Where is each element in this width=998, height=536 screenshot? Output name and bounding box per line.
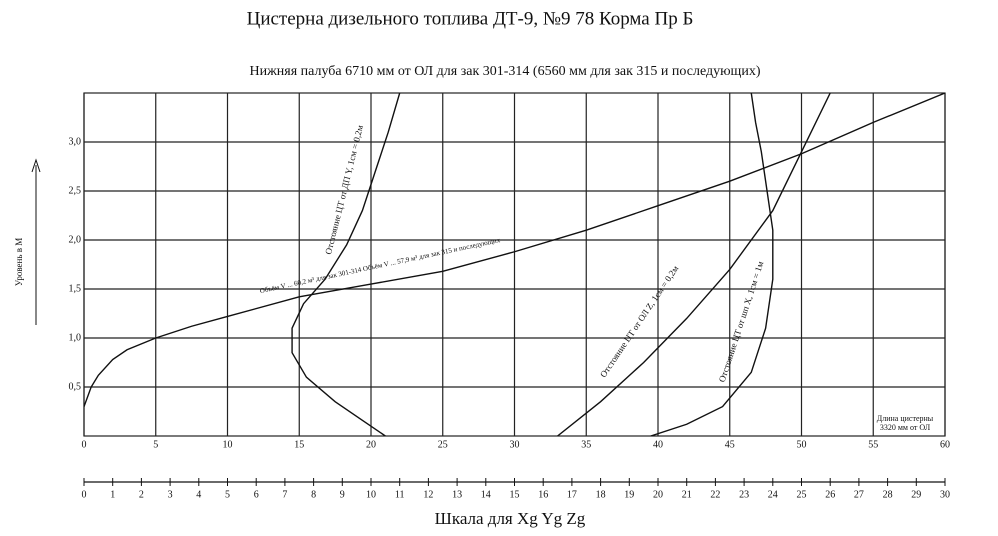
- x2-tick-label: 24: [768, 489, 778, 500]
- y-tick-label: 3,0: [69, 136, 82, 147]
- x-tick-label: 40: [653, 439, 663, 450]
- x2-tick-label: 19: [624, 489, 634, 500]
- x-tick-label: 30: [510, 439, 520, 450]
- x-tick-label: 50: [797, 439, 807, 450]
- annotation: Длина цистерны: [877, 414, 934, 423]
- curve: [84, 93, 945, 407]
- x2-tick-label: 15: [510, 489, 520, 500]
- curve: [291, 93, 401, 436]
- x2-tick-label: 17: [567, 489, 577, 500]
- plot-area: [84, 93, 945, 436]
- curve-label: Отстояние ЦТ от шп X, 1см = 1м: [717, 260, 766, 384]
- x2-tick-label: 28: [883, 489, 893, 500]
- y-tick-label: 1,0: [69, 332, 82, 343]
- curve: [650, 93, 774, 436]
- x2-tick-label: 20: [653, 489, 663, 500]
- x2-tick-label: 10: [366, 489, 376, 500]
- x2-tick-label: 21: [682, 489, 692, 500]
- x2-tick-label: 16: [538, 489, 548, 500]
- x-tick-label: 55: [868, 439, 878, 450]
- x2-tick-label: 1: [110, 489, 115, 500]
- x2-tick-label: 30: [940, 489, 950, 500]
- x2-tick-label: 22: [710, 489, 720, 500]
- x2-tick-label: 5: [225, 489, 230, 500]
- y-tick-label: 2,0: [69, 234, 82, 245]
- x2-tick-label: 6: [254, 489, 259, 500]
- x2-tick-label: 13: [452, 489, 462, 500]
- annotation: 3320 мм от ОЛ: [880, 423, 931, 432]
- x2-tick-label: 23: [739, 489, 749, 500]
- curve-label: Отстояние ЦТ от ОЛ Z, 1см = 0,2м: [598, 263, 681, 379]
- x2-tick-label: 8: [311, 489, 316, 500]
- chart-title: Цистерна дизельного топлива ДТ-9, №9 78 …: [247, 8, 694, 29]
- x-tick-label: 20: [366, 439, 376, 450]
- x-tick-label: 60: [940, 439, 950, 450]
- x2-tick-label: 29: [911, 489, 921, 500]
- curve-label: Отстояние ЦТ от ДП Y, 1см = 0,2м: [323, 124, 365, 256]
- x2-tick-label: 0: [82, 489, 87, 500]
- x2-tick-label: 25: [797, 489, 807, 500]
- x-tick-label: 15: [294, 439, 304, 450]
- x-tick-label: 5: [153, 439, 158, 450]
- x2-tick-label: 18: [596, 489, 606, 500]
- x-tick-label: 25: [438, 439, 448, 450]
- x2-tick-label: 14: [481, 489, 491, 500]
- y-tick-label: 1,5: [69, 283, 82, 294]
- y-tick-label: 0,5: [69, 381, 82, 392]
- curve: [557, 93, 831, 436]
- y-tick-label: 2,5: [69, 185, 82, 196]
- x-tick-label: 10: [223, 439, 233, 450]
- x2-axis-label: Шкала для Xg Yg Zg: [435, 509, 586, 528]
- x-tick-label: 35: [581, 439, 591, 450]
- chart-subtitle: Нижняя палуба 6710 мм от ОЛ для зак 301-…: [250, 64, 761, 79]
- x2-tick-label: 3: [168, 489, 173, 500]
- x-tick-label: 0: [82, 439, 87, 450]
- x2-tick-label: 12: [423, 489, 433, 500]
- x-tick-label: 45: [725, 439, 735, 450]
- axis-arrow-head: [31, 158, 41, 173]
- x2-tick-label: 9: [340, 489, 345, 500]
- x2-tick-label: 2: [139, 489, 144, 500]
- x2-tick-label: 4: [196, 489, 201, 500]
- x2-tick-label: 26: [825, 489, 835, 500]
- x2-tick-label: 27: [854, 489, 864, 500]
- x2-tick-label: 11: [395, 489, 405, 500]
- x2-tick-label: 7: [282, 489, 287, 500]
- y-axis-label: Уровень в М: [14, 238, 24, 286]
